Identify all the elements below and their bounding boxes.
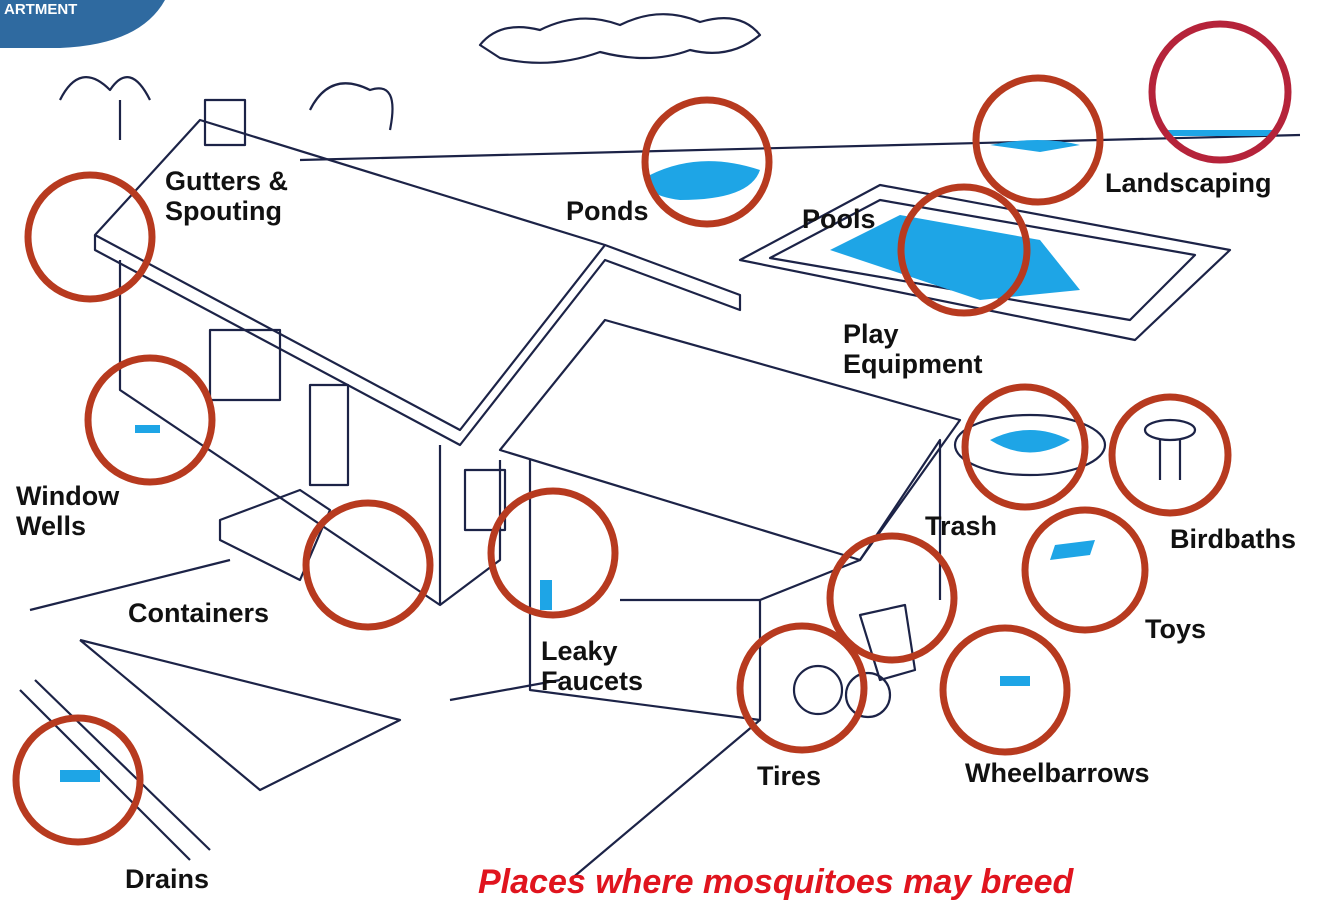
label: Play [843,319,899,349]
label: Pools [802,204,876,234]
rings [16,24,1288,842]
label: Trash [925,511,997,541]
label: Faucets [541,666,643,696]
caption: Places where mosquitoes may breed [478,863,1074,901]
label: Toys [1145,614,1206,644]
label: Birdbaths [1170,524,1296,554]
sketch [20,14,1300,880]
label: Wells [16,511,86,541]
label: Leaky [541,636,618,666]
label: Spouting [165,196,282,226]
badge: ARTMENT [0,0,165,48]
label: Gutters & [165,166,288,196]
label: Window [16,481,120,511]
illustration: ARTMENT [0,0,1331,905]
label: Containers [128,598,269,628]
label: Drains [125,864,209,894]
label: Wheelbarrows [965,758,1150,788]
label: Ponds [566,196,649,226]
label: Landscaping [1105,168,1272,198]
label: Tires [757,761,821,791]
label: Equipment [843,349,983,379]
badge-text: ARTMENT [4,1,77,18]
labels: Gutters & Spouting Ponds Landscaping Poo… [16,166,1296,901]
